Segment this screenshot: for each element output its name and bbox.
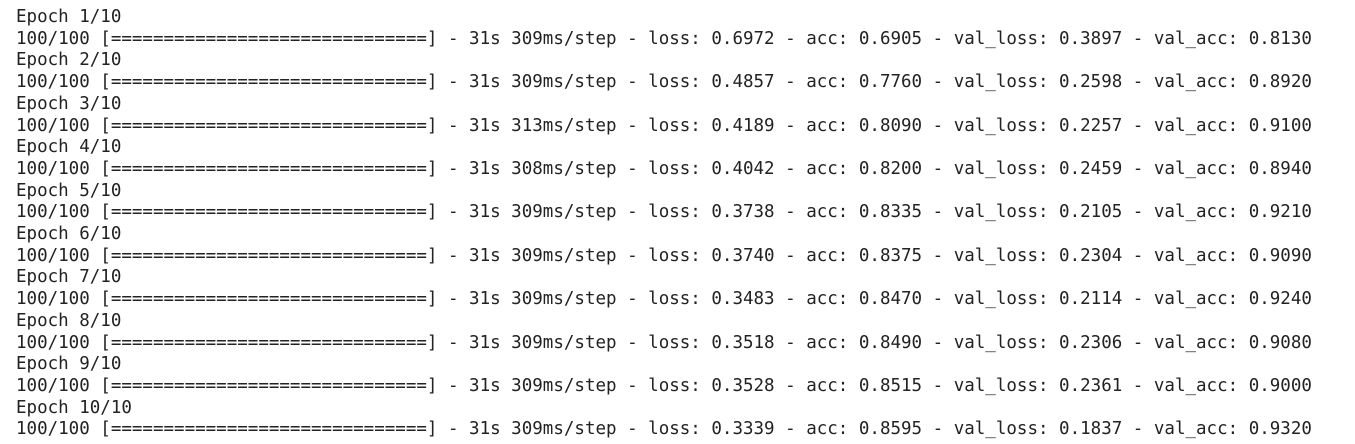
progress-line: 100/100 [==============================]… [16,115,1312,136]
epoch-header: Epoch 1/10 [16,7,122,27]
progress-line: 100/100 [==============================]… [16,419,1312,440]
progress-line: 100/100 [==============================]… [16,72,1312,93]
epoch-header: Epoch 3/10 [16,93,122,114]
progress-line: 100/100 [==============================]… [16,28,1312,49]
progress-line: 100/100 [==============================]… [16,202,1312,223]
epoch-header: Epoch 4/10 [16,137,122,158]
epoch-header: Epoch 8/10 [16,310,122,331]
epoch-header: Epoch 6/10 [16,224,122,245]
progress-line: 100/100 [==============================]… [16,289,1312,310]
progress-line: 100/100 [==============================]… [16,245,1312,266]
epoch-header: Epoch 2/10 [16,50,122,71]
progress-line: 100/100 [==============================]… [16,158,1312,179]
progress-line: 100/100 [==============================]… [16,332,1312,353]
epoch-header: Epoch 5/10 [16,180,122,201]
epoch-header: Epoch 7/10 [16,267,122,288]
epoch-header: Epoch 10/10 [16,397,132,418]
progress-line: 100/100 [==============================]… [16,375,1312,396]
epoch-header: Epoch 9/10 [16,354,122,375]
